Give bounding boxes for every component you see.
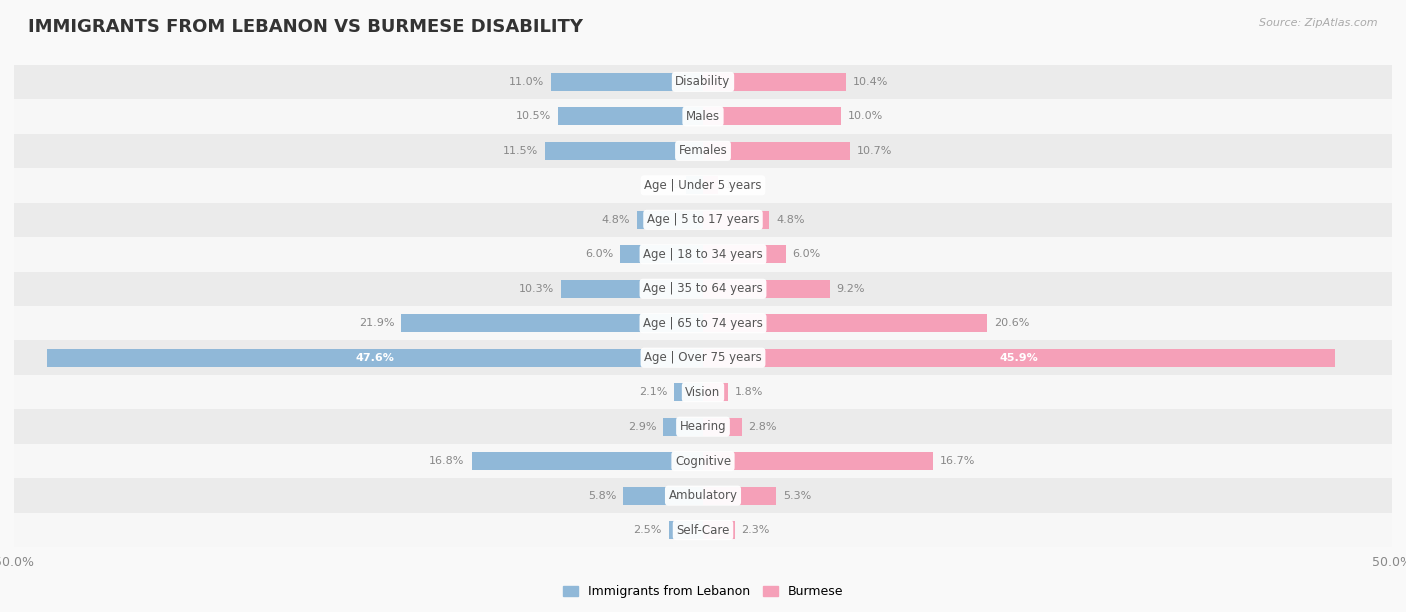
Text: Source: ZipAtlas.com: Source: ZipAtlas.com: [1260, 18, 1378, 28]
Bar: [703, 487, 776, 505]
Text: 6.0%: 6.0%: [793, 249, 821, 259]
Text: 2.8%: 2.8%: [748, 422, 778, 431]
Bar: [14, 99, 1392, 133]
Text: 45.9%: 45.9%: [1000, 353, 1039, 363]
Bar: [703, 211, 769, 229]
Bar: [558, 107, 703, 125]
Bar: [14, 203, 1392, 237]
Bar: [401, 315, 703, 332]
Text: Females: Females: [679, 144, 727, 157]
Bar: [14, 65, 1392, 99]
Text: 10.4%: 10.4%: [853, 77, 889, 87]
Text: 10.5%: 10.5%: [516, 111, 551, 121]
Bar: [703, 107, 841, 125]
Text: 10.7%: 10.7%: [858, 146, 893, 156]
Bar: [703, 280, 830, 297]
Bar: [14, 340, 1392, 375]
Text: Vision: Vision: [685, 386, 721, 398]
Bar: [637, 211, 703, 229]
Bar: [14, 409, 1392, 444]
Bar: [703, 142, 851, 160]
Text: Age | Under 5 years: Age | Under 5 years: [644, 179, 762, 192]
Text: 11.0%: 11.0%: [509, 77, 544, 87]
Text: 1.2%: 1.2%: [651, 181, 679, 190]
Legend: Immigrants from Lebanon, Burmese: Immigrants from Lebanon, Burmese: [558, 580, 848, 603]
Bar: [14, 375, 1392, 409]
Text: 21.9%: 21.9%: [359, 318, 394, 328]
Text: 2.5%: 2.5%: [633, 525, 662, 535]
Text: Disability: Disability: [675, 75, 731, 88]
Text: 4.8%: 4.8%: [602, 215, 630, 225]
Bar: [14, 479, 1392, 513]
Bar: [14, 444, 1392, 479]
Text: 16.8%: 16.8%: [429, 456, 464, 466]
Bar: [686, 176, 703, 194]
Text: Cognitive: Cognitive: [675, 455, 731, 468]
Bar: [703, 176, 718, 194]
Bar: [551, 73, 703, 91]
Text: 10.3%: 10.3%: [519, 284, 554, 294]
Text: 10.0%: 10.0%: [848, 111, 883, 121]
Bar: [48, 349, 703, 367]
Text: Age | 35 to 64 years: Age | 35 to 64 years: [643, 282, 763, 295]
Text: 5.8%: 5.8%: [588, 491, 616, 501]
Bar: [703, 245, 786, 263]
Bar: [623, 487, 703, 505]
Bar: [703, 315, 987, 332]
Bar: [620, 245, 703, 263]
Bar: [14, 168, 1392, 203]
Text: 9.2%: 9.2%: [837, 284, 865, 294]
Text: 5.3%: 5.3%: [783, 491, 811, 501]
Bar: [14, 513, 1392, 547]
Text: 4.8%: 4.8%: [776, 215, 804, 225]
Text: Age | 65 to 74 years: Age | 65 to 74 years: [643, 317, 763, 330]
Text: Age | 18 to 34 years: Age | 18 to 34 years: [643, 248, 763, 261]
Bar: [703, 452, 934, 470]
Text: Hearing: Hearing: [679, 420, 727, 433]
Bar: [664, 418, 703, 436]
Bar: [703, 349, 1336, 367]
Text: 1.1%: 1.1%: [725, 181, 754, 190]
Bar: [14, 306, 1392, 340]
Bar: [673, 383, 703, 401]
Text: Males: Males: [686, 110, 720, 123]
Bar: [703, 383, 728, 401]
Bar: [703, 418, 741, 436]
Text: 6.0%: 6.0%: [585, 249, 613, 259]
Text: 2.9%: 2.9%: [627, 422, 657, 431]
Text: Age | 5 to 17 years: Age | 5 to 17 years: [647, 214, 759, 226]
Text: 20.6%: 20.6%: [994, 318, 1029, 328]
Text: 1.8%: 1.8%: [735, 387, 763, 397]
Bar: [14, 237, 1392, 272]
Text: IMMIGRANTS FROM LEBANON VS BURMESE DISABILITY: IMMIGRANTS FROM LEBANON VS BURMESE DISAB…: [28, 18, 583, 36]
Text: 16.7%: 16.7%: [941, 456, 976, 466]
Bar: [561, 280, 703, 297]
Bar: [14, 133, 1392, 168]
Bar: [14, 272, 1392, 306]
Bar: [544, 142, 703, 160]
Bar: [703, 73, 846, 91]
Text: Ambulatory: Ambulatory: [668, 489, 738, 502]
Text: 2.1%: 2.1%: [638, 387, 668, 397]
Text: Age | Over 75 years: Age | Over 75 years: [644, 351, 762, 364]
Bar: [471, 452, 703, 470]
Bar: [669, 521, 703, 539]
Text: 2.3%: 2.3%: [741, 525, 770, 535]
Bar: [703, 521, 735, 539]
Text: 11.5%: 11.5%: [502, 146, 537, 156]
Text: Self-Care: Self-Care: [676, 524, 730, 537]
Text: 47.6%: 47.6%: [356, 353, 395, 363]
